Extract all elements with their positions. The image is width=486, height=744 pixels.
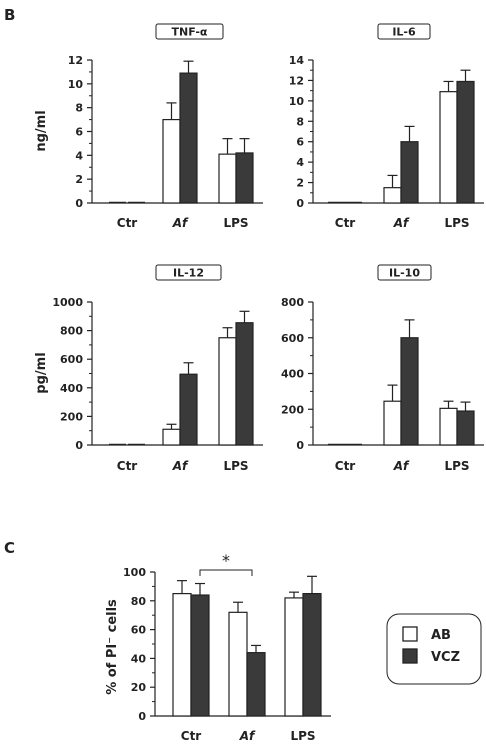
bar-ab-af — [162, 118, 181, 204]
y-tick-label: 200 — [281, 403, 304, 416]
y-tick-label: 0 — [138, 710, 146, 723]
y-tick-label: 40 — [131, 652, 147, 665]
x-tick-label: Af — [172, 216, 189, 230]
y-tick-label: 600 — [281, 332, 304, 345]
chart-il12: IL-12 pg/ml 0 200 400 600 800 1000 Ctr Af LPS — [34, 264, 263, 473]
bar-ab-af — [162, 428, 181, 446]
y-tick-label: 0 — [296, 197, 304, 210]
panel-letter-b: B — [4, 6, 15, 24]
y-tick-label: 6 — [296, 136, 304, 149]
x-tick-label: Af — [239, 729, 256, 743]
x-tick-label: Ctr — [117, 459, 138, 473]
bar-ab-af — [383, 187, 402, 204]
bar-ab-ctr — [172, 592, 192, 717]
y-axis-label: ng/ml — [34, 110, 49, 151]
x-tick-label: LPS — [223, 216, 248, 230]
y-tick-label: 0 — [296, 439, 304, 452]
y-tick-label: 600 — [60, 353, 83, 366]
y-tick-label: 800 — [60, 325, 83, 338]
bar-vcz-lps — [235, 322, 254, 446]
chart-title: IL-6 — [392, 26, 416, 39]
bar-ab-lps — [439, 407, 458, 446]
bar-ab-lps — [218, 337, 237, 446]
chart-pi: % of PI⁻ cells 0 20 40 60 80 100 Ctr Af LPS * — [105, 551, 331, 743]
charts-layer: TNF-α ng/ml 0 2 4 6 8 10 12 Ctr Af LPS IL-6 0 2 4 6 8 10 12… — [34, 23, 484, 743]
legend-label-vcz: VCZ — [431, 650, 460, 665]
bar-vcz-af — [400, 141, 419, 204]
y-tick-label: 14 — [289, 54, 305, 67]
bar-vcz-lps — [456, 410, 475, 446]
x-tick-label: LPS — [290, 729, 315, 743]
legend: AB VCZ — [386, 613, 482, 685]
y-tick-label: 8 — [75, 102, 83, 115]
y-tick-label: 0 — [75, 439, 83, 452]
bar-vcz-af — [246, 652, 266, 717]
legend-frame — [386, 613, 482, 685]
y-tick-label: 10 — [289, 95, 305, 108]
x-tick-label: Ctr — [117, 216, 138, 230]
chart-title: IL-12 — [173, 267, 204, 280]
legend-swatch-ab — [402, 626, 418, 642]
bar-vcz-af — [400, 337, 419, 446]
x-tick-label: Af — [393, 216, 410, 230]
x-tick-label: LPS — [444, 216, 469, 230]
y-tick-label: 200 — [60, 410, 83, 423]
bar-vcz-lps — [456, 80, 475, 204]
y-tick-label: 100 — [123, 566, 146, 579]
y-tick-label: 12 — [68, 54, 83, 67]
bar-vcz-af — [179, 72, 198, 204]
bar-vcz-lps — [235, 152, 254, 204]
x-tick-label: Af — [393, 459, 410, 473]
chart-il6: IL-6 0 2 4 6 8 10 12 14 Ctr Af LPS — [289, 23, 484, 230]
bar-ab-af — [228, 611, 248, 717]
significance-marker: * — [222, 551, 230, 570]
chart-title-box — [155, 264, 222, 281]
y-tick-label: 12 — [289, 74, 304, 87]
x-tick-label: LPS — [223, 459, 248, 473]
y-tick-label: 4 — [75, 149, 83, 162]
y-tick-label: 6 — [75, 126, 83, 139]
panel-letter-c: C — [4, 539, 15, 557]
chart-title-box — [377, 264, 432, 281]
y-tick-label: 20 — [131, 681, 147, 694]
y-tick-label: 2 — [75, 173, 83, 186]
y-tick-label: 8 — [296, 115, 304, 128]
y-tick-label: 4 — [296, 156, 304, 169]
bar-ab-af — [383, 400, 402, 446]
y-tick-label: 400 — [60, 382, 83, 395]
chart-il10: IL-10 0 200 400 600 800 Ctr Af LPS — [281, 264, 484, 473]
legend-label-ab: AB — [431, 628, 451, 643]
x-tick-label: LPS — [444, 459, 469, 473]
significance-bracket — [199, 569, 253, 576]
y-tick-label: 400 — [281, 368, 304, 381]
y-tick-label: 2 — [296, 177, 304, 190]
legend-swatch-vcz — [402, 648, 418, 664]
y-tick-label: 10 — [68, 78, 84, 91]
y-tick-label: 800 — [281, 296, 304, 309]
x-tick-label: Ctr — [335, 459, 356, 473]
y-axis-label: % of PI⁻ cells — [105, 599, 120, 695]
bar-ab-lps — [284, 597, 304, 717]
bar-vcz-ctr — [190, 594, 210, 717]
x-tick-label: Ctr — [181, 729, 202, 743]
x-tick-label: Ctr — [335, 216, 356, 230]
chart-title-box — [377, 23, 431, 40]
chart-tnf: TNF-α ng/ml 0 2 4 6 8 10 12 Ctr Af LPS — [34, 23, 263, 230]
y-axis-label: pg/ml — [34, 352, 49, 393]
y-tick-label: 60 — [131, 624, 147, 637]
y-tick-label: 80 — [131, 595, 147, 608]
y-tick-label: 0 — [75, 197, 83, 210]
chart-title: TNF-α — [171, 26, 207, 39]
x-tick-label: Af — [172, 459, 189, 473]
chart-title-box — [155, 23, 224, 40]
bar-ab-lps — [218, 153, 237, 204]
bar-vcz-lps — [302, 592, 322, 717]
bar-vcz-af — [179, 373, 198, 446]
bar-ab-lps — [439, 91, 458, 204]
chart-title: IL-10 — [389, 267, 420, 280]
y-tick-label: 1000 — [52, 296, 83, 309]
